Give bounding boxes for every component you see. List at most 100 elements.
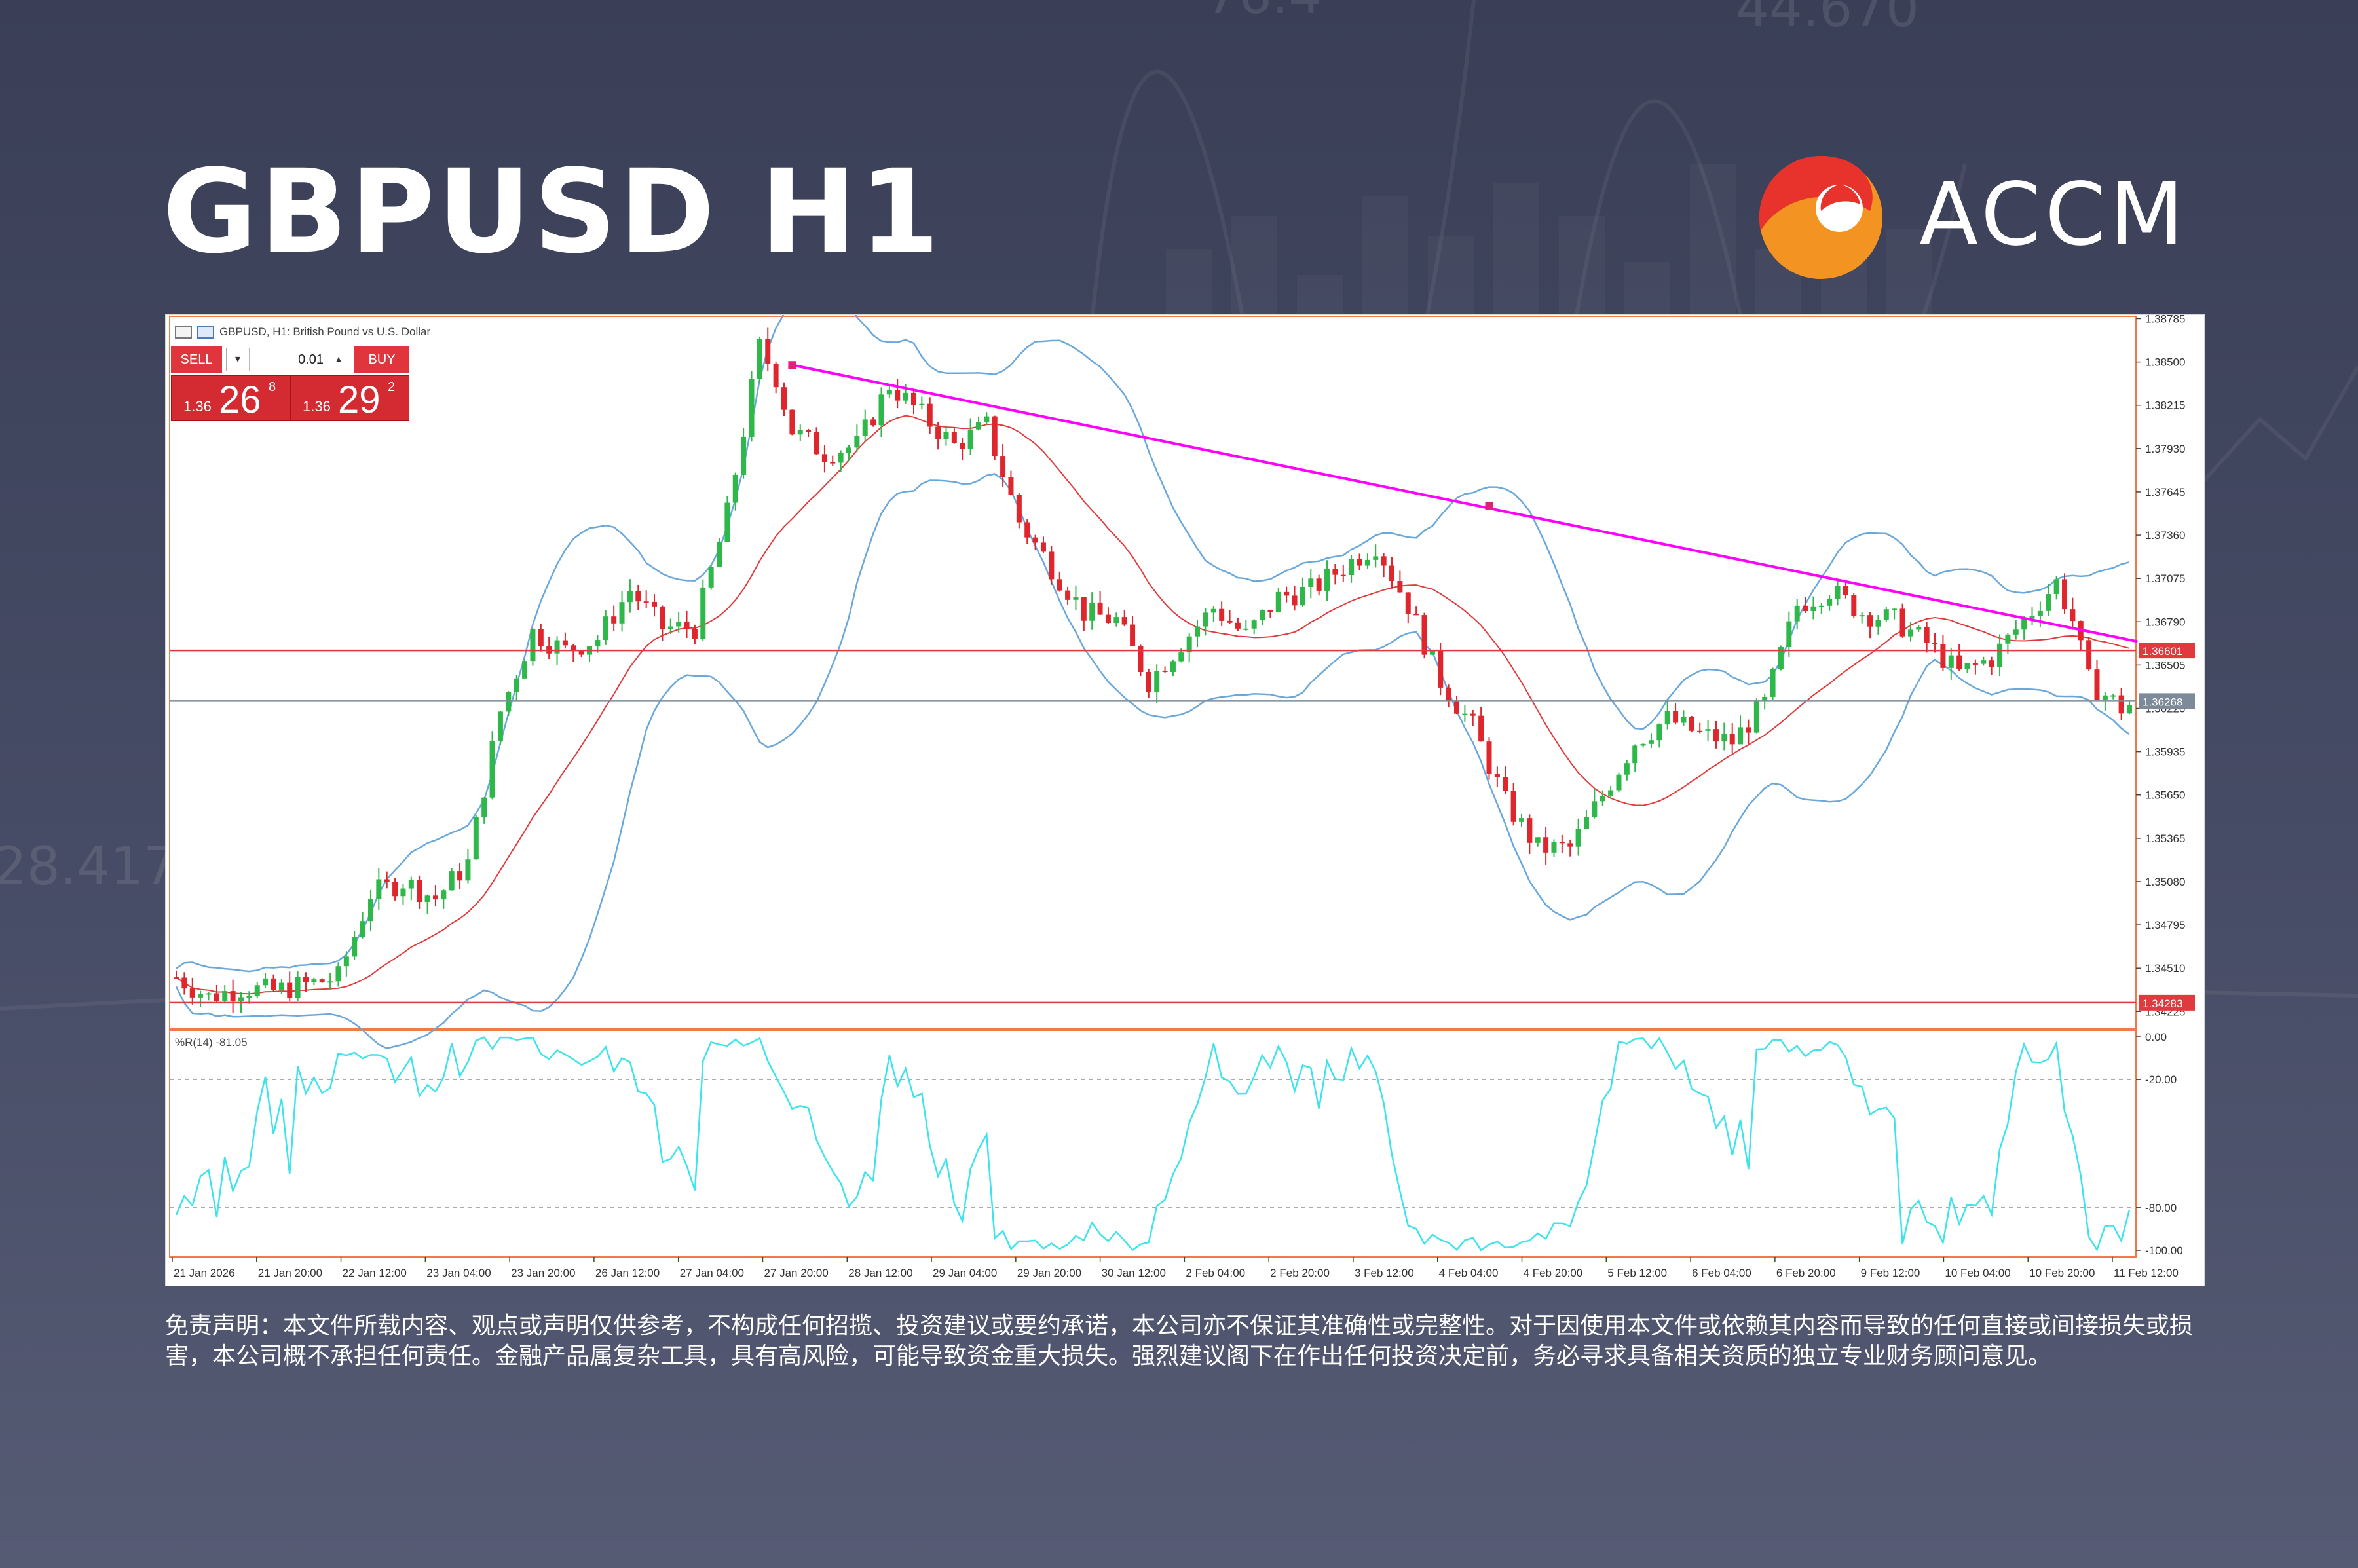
candle-body [1689,717,1694,731]
level-price-label: 1.36601 [2143,645,2182,658]
ask-price-box[interactable]: 1.36 29 2 [290,375,409,421]
candle-body [895,390,901,401]
candle-body [1219,608,1225,621]
candle-body [2086,640,2092,670]
oscillator-tick-label: -20.00 [2145,1073,2177,1086]
chart-symbol-row: GBPUSD, H1: British Pound vs U.S. Dollar [175,324,430,340]
time-tick-label: 29 Jan 04:00 [933,1267,997,1279]
candle-body [870,419,876,426]
candle-body [230,991,236,1001]
time-tick-label: 2 Feb 20:00 [1270,1267,1330,1279]
candle-body [635,591,641,602]
candle-body [1243,628,1249,630]
candle-body [1016,495,1022,523]
candle-body [806,430,812,432]
level-price-label: 1.36268 [2143,696,2182,708]
candle-body [287,982,293,998]
candle-body [295,977,301,998]
lot-size-input[interactable] [253,348,324,371]
candles [174,327,2132,1013]
candle-body [1997,643,2003,667]
candle-body [1284,591,1290,596]
candle-body [343,956,349,967]
candle-body [667,626,673,629]
candle-body [2053,579,2059,595]
candle-body [1551,842,1557,853]
candle-body [1000,456,1006,477]
lot-dropdown-icon[interactable]: ▾ [227,348,250,371]
williams-r-line [175,1036,2131,1252]
candle-body [1373,556,1379,560]
candle-body [1057,579,1062,591]
candle-body [1260,610,1265,621]
bid-price-box[interactable]: 1.36 26 8 [171,375,290,421]
candle-body [854,436,860,448]
ask-price-sup: 2 [388,380,396,394]
candle-body [1073,597,1079,600]
candle-body [1608,790,1614,796]
candle-body [1916,627,1922,630]
lot-increase-icon[interactable]: ▴ [327,348,350,371]
candle-body [1138,646,1144,673]
candle-body [951,432,957,443]
candle-body [1308,578,1314,588]
chart-type-icon[interactable] [197,326,214,339]
sell-button[interactable]: SELL [171,346,222,373]
lot-size-field[interactable]: ▾ ▴ [226,348,350,371]
candle-body [1956,655,1962,669]
ask-price-prefix: 1.36 [303,398,331,415]
background-number: 76.4 [1205,0,1322,26]
candle-body [189,988,195,998]
time-tick-label: 30 Jan 12:00 [1102,1267,1166,1279]
candle-body [1462,713,1468,715]
candle-body [2118,695,2124,714]
candle-body [1364,559,1370,566]
buy-button[interactable]: BUY [354,346,409,373]
price-chart[interactable]: 1.38785 1.38500 1.38215 1.37930 1.37645 1.373… [166,315,2204,1286]
candle-body [1640,743,1646,746]
level-price-tag [2139,643,2195,659]
price-tick-label: 1.38215 [2145,400,2185,412]
candle-body [1989,660,1994,667]
candle-body [773,364,779,388]
time-tick-label: 21 Jan 20:00 [258,1267,322,1279]
price-tick-label: 1.36505 [2145,659,2185,671]
candle-body [708,567,714,588]
candle-body [660,606,665,629]
candle-body [919,403,925,406]
candle-body [1494,774,1500,777]
candle-body [1697,730,1703,732]
candle-body [692,629,698,639]
candle-body [1632,745,1638,764]
candle-body [449,871,455,891]
chart-window-icon[interactable] [175,326,192,339]
candle-body [1105,614,1111,624]
candle-body [417,880,422,903]
candle-body [263,978,269,986]
chart-window[interactable]: 1.38785 1.38500 1.38215 1.37930 1.37645 1.373… [165,314,2205,1286]
candle-body [1867,615,1873,627]
candle-body [749,379,755,437]
candle-body [652,601,658,607]
candle-body [903,392,908,401]
candle-body [319,979,325,982]
candle-body [789,409,795,435]
time-tick-label: 26 Jan 12:00 [595,1267,660,1279]
candle-body [1535,837,1541,843]
candle-body [1040,542,1046,552]
candle-body [457,871,463,881]
candle-body [1583,817,1589,829]
time-tick-label: 10 Feb 04:00 [1945,1267,2010,1279]
candle-body [846,447,852,453]
candle-body [271,978,276,990]
candle-body [765,339,771,364]
trendline [791,364,2138,643]
accm-logo [1759,155,1882,279]
candle-body [886,390,892,395]
time-tick-label: 23 Jan 20:00 [511,1267,575,1279]
candle-body [1324,569,1330,591]
candle-body [254,985,260,997]
candle-body [1405,592,1411,614]
candle-body [1510,791,1516,822]
time-tick-label: 6 Feb 04:00 [1692,1267,1751,1279]
